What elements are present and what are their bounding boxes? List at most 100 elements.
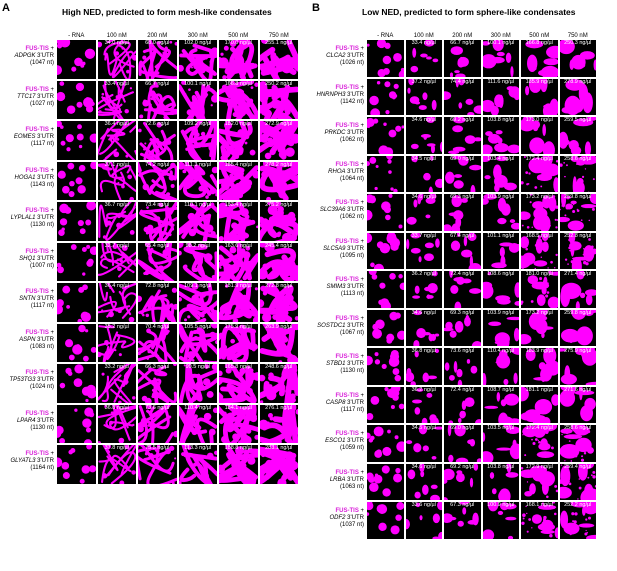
concentration-label: 173.0 ng/µl — [525, 117, 553, 123]
concentration-label: 181.9 ng/µl — [224, 283, 252, 289]
concentration-label: 73.6 ng/µl — [145, 404, 170, 411]
droplet — [540, 184, 543, 187]
droplet — [250, 85, 254, 89]
droplet — [138, 128, 142, 133]
droplet — [367, 502, 373, 508]
droplet — [178, 161, 185, 170]
droplet — [206, 452, 214, 460]
droplet — [77, 184, 86, 194]
micrograph-tile — [57, 364, 96, 403]
fus-tis-label: FUS-TIS — [25, 46, 49, 52]
droplet — [203, 55, 208, 60]
concentration-label: 172.4 ng/µl — [525, 425, 553, 431]
droplet — [229, 245, 237, 253]
mesh-strand — [138, 339, 177, 362]
droplet — [582, 253, 584, 255]
droplet — [72, 343, 83, 355]
droplet — [482, 41, 490, 46]
droplet — [262, 108, 272, 118]
droplet — [394, 374, 402, 382]
droplet — [295, 62, 298, 67]
droplet — [586, 488, 590, 492]
fus-tis-label: FUS-TIS — [335, 315, 359, 322]
droplet — [221, 307, 225, 310]
droplet — [409, 381, 416, 385]
droplet — [280, 62, 292, 74]
micrograph — [219, 324, 258, 362]
droplet — [532, 441, 536, 446]
droplet — [493, 174, 508, 188]
droplet — [531, 514, 543, 524]
droplet — [499, 335, 510, 346]
concentration-label: 32.7 ng/µl — [104, 242, 129, 249]
droplet — [538, 69, 550, 77]
droplet — [276, 111, 286, 119]
droplet — [552, 502, 556, 504]
droplet — [573, 454, 577, 458]
droplet — [462, 507, 467, 515]
droplet — [279, 263, 286, 270]
droplet — [428, 333, 433, 341]
droplet — [513, 327, 519, 341]
droplet — [225, 347, 233, 356]
micrograph-tile: 259.8 ng/µl — [559, 194, 596, 231]
droplet — [445, 171, 455, 184]
droplet — [289, 167, 292, 170]
droplet — [241, 455, 246, 459]
micrograph — [259, 161, 298, 200]
droplet — [146, 357, 150, 360]
droplet — [525, 170, 529, 174]
concentration-label: 168.1 ng/µl — [525, 502, 553, 508]
droplet — [62, 285, 71, 294]
droplet — [208, 49, 215, 56]
mesh-strand — [138, 298, 176, 322]
droplet — [156, 122, 162, 128]
droplet — [559, 510, 568, 529]
micrograph-tile: 275.2 ng/µl — [259, 202, 298, 241]
micrograph — [97, 121, 136, 160]
droplet — [549, 224, 551, 227]
droplet — [165, 139, 172, 145]
droplet — [521, 386, 529, 401]
droplet — [256, 225, 258, 229]
droplet — [237, 191, 244, 198]
droplet — [531, 527, 533, 529]
droplet — [57, 65, 62, 76]
droplet — [228, 468, 232, 473]
droplet — [83, 96, 94, 108]
micrograph — [372, 311, 404, 344]
droplet — [522, 430, 525, 434]
droplet — [509, 219, 515, 224]
droplet — [145, 313, 150, 318]
mesh-strand — [97, 374, 122, 402]
rna-length: (1113 nt) — [340, 291, 364, 297]
concentration-label: 110.4 ng/µl — [184, 404, 212, 411]
micrograph-tile: 36.8 ng/µl — [97, 404, 136, 443]
micrograph — [482, 425, 519, 462]
concentration-label: 37.8 ng/µl — [104, 445, 129, 451]
droplet — [261, 65, 272, 76]
droplet — [425, 294, 434, 299]
mesh-strand — [226, 88, 254, 119]
micrograph — [219, 121, 256, 160]
droplet — [513, 300, 519, 306]
droplet — [116, 333, 119, 337]
micrograph-tile: 75.5 ng/µl — [138, 445, 177, 484]
mesh-strand — [219, 245, 240, 276]
droplet — [452, 146, 466, 152]
mesh-strand — [281, 97, 298, 119]
droplet — [252, 372, 258, 381]
micrograph — [410, 155, 442, 192]
droplet — [142, 313, 145, 317]
gene-label: TTC17 3'UTR — [0, 94, 54, 101]
concentration-label: 255.1 ng/µl — [265, 40, 293, 46]
micrograph-tile — [367, 425, 404, 462]
droplet — [553, 266, 556, 269]
droplet — [116, 257, 119, 261]
droplet — [566, 262, 569, 265]
mesh-strand — [105, 404, 136, 427]
utr-label: 3'UTR — [35, 417, 54, 424]
mesh-strand — [165, 242, 173, 261]
micrograph-tile: 103.8 ng/µl — [482, 463, 519, 500]
droplet — [546, 45, 558, 59]
